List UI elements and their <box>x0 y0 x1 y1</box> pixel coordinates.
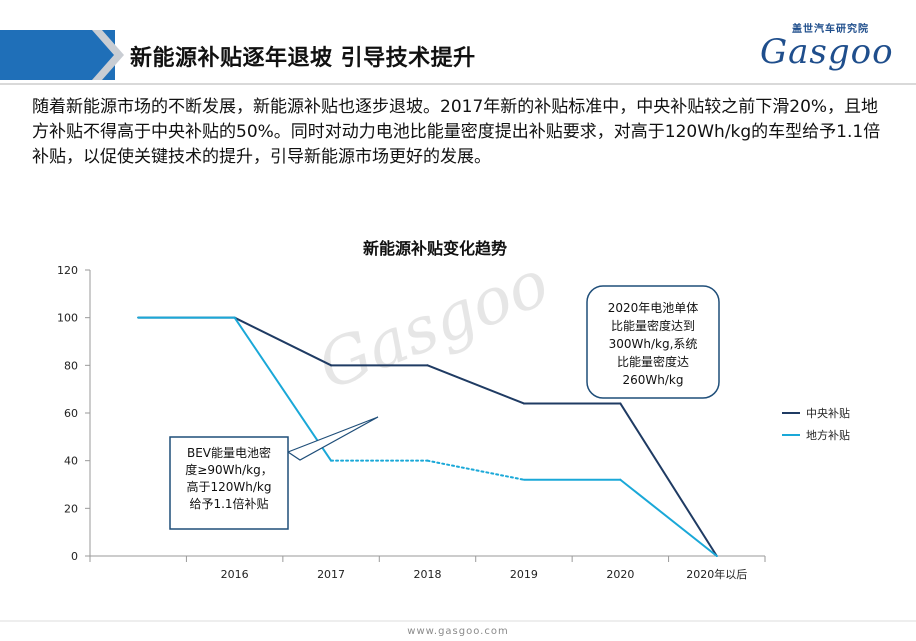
series-segment <box>619 402 718 557</box>
chart-axes: 0 20 40 60 80 100 120 2016 2017 2018 2019 2020 2020年… <box>57 264 766 581</box>
x-tick-label: 2017 <box>317 568 345 581</box>
logo-cn-text: 盖世汽车研究院 <box>792 24 869 35</box>
chevron-decoration-icon <box>80 30 124 80</box>
series-segment <box>426 364 525 405</box>
data-point <box>619 402 622 405</box>
callout-line: BEV能量电池密 <box>187 445 271 460</box>
legend-label: 地方补贴 <box>806 428 850 442</box>
series-local <box>137 316 718 557</box>
series-segment <box>233 316 333 462</box>
chart-plot-area <box>137 316 718 557</box>
callout-text-2020: 2020年电池单体比能量密度达到 300Wh/kg,系统比能量密度达 260Wh/k… <box>608 301 699 387</box>
series-central <box>137 316 718 557</box>
slide-header: 新能源补贴逐年退坡 引导技术提升 盖世汽车研究院 Gasgoo <box>0 0 916 82</box>
data-point <box>330 459 332 462</box>
data-point <box>426 459 429 462</box>
series-segment <box>233 316 333 367</box>
logo-en-text: Gasgoo <box>760 32 894 72</box>
x-tick-label: 2016 <box>221 568 249 581</box>
y-tick-label: 60 <box>64 407 78 420</box>
y-tick-label: 120 <box>57 264 78 277</box>
x-tick-label: 2020年以后 <box>686 567 747 581</box>
data-point <box>233 316 236 319</box>
callout-box-2020 <box>586 285 720 399</box>
data-point <box>426 364 429 367</box>
slide-title: 新能源补贴逐年退坡 引导技术提升 <box>130 46 476 71</box>
callout-line: 300Wh/kg,系统 <box>609 337 698 351</box>
data-point <box>137 316 140 319</box>
data-point <box>619 478 622 481</box>
x-tick-label: 2019 <box>510 568 538 581</box>
data-point <box>715 555 718 557</box>
callout-pointer <box>286 416 379 461</box>
callout-line: 2020年电池单体 <box>608 301 699 315</box>
x-tick-label: 2020 <box>606 568 634 581</box>
legend-label: 中央补贴 <box>806 406 850 420</box>
callout-text-bev: BEV能量电池密度≥90Wh/kg， 高于120Wh/kg 给予1.1倍补贴 <box>185 445 272 511</box>
header-divider <box>0 83 916 85</box>
x-tick-label: 2018 <box>414 568 442 581</box>
callout-line: 比能量密度达到 <box>611 318 695 333</box>
callout-line: 度≥90Wh/kg， <box>185 462 272 477</box>
callout-line: 给予1.1倍补贴 <box>189 496 268 511</box>
y-tick-label: 80 <box>64 359 78 372</box>
data-point <box>523 478 525 481</box>
series-segment <box>426 459 525 481</box>
callout-box-bev <box>169 436 289 530</box>
footer-url: www.gasgoo.com <box>407 626 509 637</box>
footer-divider <box>0 620 916 622</box>
intro-paragraph: 随着新能源市场的不断发展，新能源补贴也逐步退坡。2017年新的补贴标准中，中央补… <box>32 97 881 167</box>
callout-line: 比能量密度达 <box>617 354 689 369</box>
subsidy-trend-chart: Gasgoo 新能源补贴变化趋势 0 20 40 60 80 100 120 2016 2017… <box>57 239 850 581</box>
callout-line: 260Wh/kg <box>623 373 684 387</box>
y-tick-label: 40 <box>64 455 78 468</box>
data-point <box>330 364 332 367</box>
chart-title: 新能源补贴变化趋势 <box>363 239 507 258</box>
y-tick-label: 20 <box>64 502 78 515</box>
data-point <box>523 402 525 405</box>
chart-watermark: Gasgoo <box>308 246 558 405</box>
callout-line: 高于120Wh/kg <box>187 479 272 494</box>
y-tick-label: 0 <box>71 550 78 563</box>
series-segment <box>619 478 718 557</box>
chart-annotations: BEV能量电池密度≥90Wh/kg， 高于120Wh/kg 给予1.1倍补贴 2020… <box>169 285 720 530</box>
gasgoo-logo: 盖世汽车研究院 Gasgoo <box>760 20 910 80</box>
y-tick-label: 100 <box>57 312 78 325</box>
